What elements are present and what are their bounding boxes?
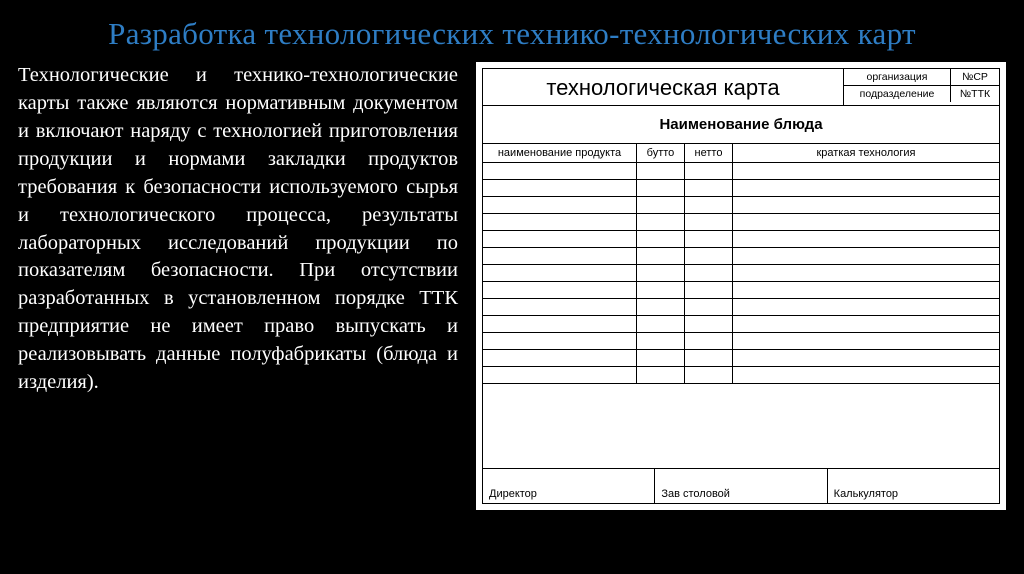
table-row <box>483 367 999 384</box>
table-cell <box>483 180 637 196</box>
table-cell <box>733 265 999 281</box>
sig-calc: Калькулятор <box>828 469 999 503</box>
table-row <box>483 231 999 248</box>
table-cell <box>483 163 637 179</box>
table-cell <box>483 231 637 247</box>
table-cell <box>733 367 999 383</box>
table-cell <box>733 282 999 298</box>
table-cell <box>685 333 733 349</box>
content-area: Технологические и технико-технологически… <box>0 62 1024 510</box>
sig-head: Зав столовой <box>655 469 827 503</box>
table-row <box>483 248 999 265</box>
table-cell <box>483 265 637 281</box>
table-cell <box>733 333 999 349</box>
dish-name-heading: Наименование блюда <box>483 106 999 144</box>
col-header-netto: нетто <box>685 144 733 162</box>
meta-label-dept: подразделение <box>844 86 951 102</box>
table-cell <box>685 180 733 196</box>
card-heading: технологическая карта <box>483 69 844 105</box>
tech-card-container: технологическая карта организация №СР по… <box>476 62 1006 510</box>
table-row <box>483 214 999 231</box>
table-cell <box>637 350 685 366</box>
table-cell <box>483 350 637 366</box>
table-cell <box>637 163 685 179</box>
signature-row: Директор Зав столовой Калькулятор <box>483 469 999 503</box>
description-paragraph: Технологические и технико-технологически… <box>18 62 458 510</box>
table-cell <box>733 299 999 315</box>
card-meta-block: организация №СР подразделение №ТТК <box>844 69 999 105</box>
table-cell <box>685 197 733 213</box>
table-cell <box>733 316 999 332</box>
table-cell <box>685 299 733 315</box>
table-cell <box>483 214 637 230</box>
col-header-tech: краткая технология <box>733 144 999 162</box>
table-cell <box>637 197 685 213</box>
table-cell <box>637 282 685 298</box>
table-row <box>483 265 999 282</box>
table-cell <box>685 367 733 383</box>
meta-value-dept: №ТТК <box>951 86 999 102</box>
col-header-brutto: бутто <box>637 144 685 162</box>
table-cell <box>483 333 637 349</box>
table-cell <box>483 248 637 264</box>
table-cell <box>637 333 685 349</box>
table-cell <box>483 282 637 298</box>
col-header-product: наименование продукта <box>483 144 637 162</box>
table-cell <box>685 163 733 179</box>
table-cell <box>483 367 637 383</box>
table-row <box>483 333 999 350</box>
table-row <box>483 197 999 214</box>
table-row <box>483 180 999 197</box>
table-cell <box>637 214 685 230</box>
table-cell <box>483 299 637 315</box>
table-cell <box>733 248 999 264</box>
page-title: Разработка технологических технико-техно… <box>0 0 1024 62</box>
table-cell <box>685 265 733 281</box>
card-spacer <box>483 384 999 469</box>
table-header: наименование продукта бутто нетто кратка… <box>483 144 999 163</box>
table-cell <box>685 350 733 366</box>
table-cell <box>637 299 685 315</box>
table-cell <box>483 316 637 332</box>
table-cell <box>685 316 733 332</box>
table-row <box>483 163 999 180</box>
card-meta-row: организация №СР <box>844 69 999 86</box>
table-cell <box>733 180 999 196</box>
table-body <box>483 163 999 384</box>
card-top-row: технологическая карта организация №СР по… <box>483 69 999 106</box>
table-cell <box>483 197 637 213</box>
table-cell <box>733 350 999 366</box>
table-cell <box>685 248 733 264</box>
sig-director: Директор <box>483 469 655 503</box>
tech-card: технологическая карта организация №СР по… <box>482 68 1000 504</box>
table-cell <box>637 265 685 281</box>
table-cell <box>637 248 685 264</box>
table-cell <box>637 180 685 196</box>
table-cell <box>733 231 999 247</box>
table-cell <box>685 282 733 298</box>
table-cell <box>685 214 733 230</box>
table-cell <box>685 231 733 247</box>
table-cell <box>733 197 999 213</box>
table-row <box>483 282 999 299</box>
table-row <box>483 350 999 367</box>
table-row <box>483 316 999 333</box>
table-cell <box>733 163 999 179</box>
table-cell <box>637 231 685 247</box>
table-cell <box>637 316 685 332</box>
meta-label-org: организация <box>844 69 951 85</box>
card-meta-row: подразделение №ТТК <box>844 86 999 102</box>
table-cell <box>733 214 999 230</box>
meta-value-org: №СР <box>951 69 999 85</box>
table-cell <box>637 367 685 383</box>
table-row <box>483 299 999 316</box>
